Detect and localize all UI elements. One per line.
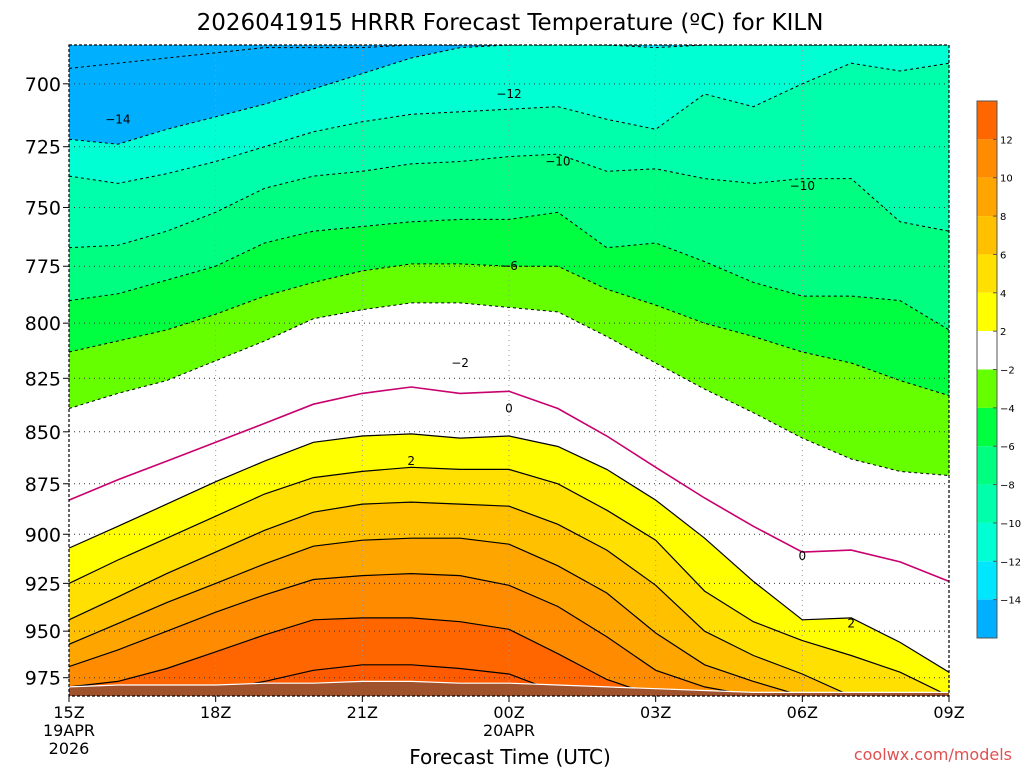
y-tick-label: 850	[25, 422, 61, 444]
colorbar-tick-label: 12	[1000, 135, 1013, 146]
colorbar-swatch	[977, 139, 997, 178]
isotherm-line-m6	[69, 211, 949, 331]
x-tick-label: 03Z	[640, 703, 671, 722]
isotherm-label: 0	[505, 401, 513, 415]
chart-title: 2026041915 HRRR Forecast Temperature (ºC…	[197, 10, 824, 36]
ground-surface-edge	[69, 680, 949, 693]
isotherm-label: −10	[790, 179, 815, 193]
colorbar-tick-label: −6	[1000, 442, 1015, 453]
colorbar-tick-label: −14	[1000, 596, 1021, 607]
colorbar-swatch	[977, 484, 997, 523]
colorbar-tick-label: −2	[1000, 366, 1015, 377]
colorbar-tick-label: 2	[1000, 327, 1006, 338]
colorbar-swatch	[977, 407, 997, 447]
colorbar-swatch	[977, 599, 997, 638]
credit-text: coolwx.com/models	[854, 745, 1012, 764]
colorbar-tick-label: 8	[1000, 212, 1006, 223]
colorbar-swatch	[977, 561, 997, 600]
isotherm-line-8	[69, 537, 949, 696]
y-tick-label: 725	[25, 137, 61, 159]
y-tick-label: 925	[25, 573, 61, 595]
isotherm-line-6	[69, 501, 949, 696]
colorbar-swatch	[977, 331, 997, 370]
colorbar-tick-label: −4	[1000, 404, 1015, 415]
colorbar-tick-label: 10	[1000, 174, 1013, 185]
x-tick-sublabel: 2026	[49, 739, 90, 758]
colorbar-swatch	[977, 254, 997, 293]
colorbar-tick-label: −8	[1000, 481, 1015, 492]
colorbar-swatch	[977, 369, 997, 408]
x-tick-label: 15Z	[53, 703, 84, 722]
x-tick-label: 00Z	[493, 703, 524, 722]
isotherm-line-m10	[69, 62, 949, 184]
colorbar-swatch	[977, 216, 997, 255]
isotherm-label: −12	[496, 87, 521, 101]
y-tick-label: 700	[25, 74, 61, 96]
x-axis-label: Forecast Time (UTC)	[409, 745, 611, 768]
y-tick-label: 825	[25, 368, 61, 390]
x-tick-label: 06Z	[787, 703, 818, 722]
y-tick-label: 875	[25, 474, 61, 496]
colorbar-swatch	[977, 177, 997, 217]
x-tick-label: 18Z	[200, 703, 231, 722]
y-tick-label: 950	[25, 621, 61, 643]
isotherm-label: −10	[545, 154, 570, 168]
isotherm-line-0	[69, 386, 949, 583]
colorbar-tick-label: −12	[1000, 557, 1021, 568]
isotherm-line-m8	[69, 153, 949, 249]
y-tick-label: 750	[25, 197, 61, 219]
isotherm-line-12	[69, 617, 949, 696]
colorbar-swatch	[977, 101, 997, 140]
colorbar-swatch	[977, 292, 997, 332]
isotherm-label: −6	[500, 259, 518, 273]
colorbar-tick-label: −10	[1000, 519, 1021, 530]
isotherm-label: 0	[799, 549, 807, 563]
y-tick-label: 900	[25, 524, 61, 546]
x-tick-sublabel: 20APR	[483, 721, 535, 740]
isotherm-line-10	[69, 572, 949, 696]
isotherm-label: −2	[451, 356, 469, 370]
isotherm-line-4	[69, 466, 949, 696]
colorbar-swatch	[977, 446, 997, 485]
isotherm-line-2	[69, 433, 949, 673]
ground-surface	[69, 681, 949, 696]
isotherm-line-m4	[69, 263, 949, 397]
isotherm-line-m2	[69, 302, 949, 476]
x-tick-label: 21Z	[347, 703, 378, 722]
colorbar-tick-label: 4	[1000, 289, 1006, 300]
band-fill-m16-to-m14	[69, 45, 949, 145]
isotherm-label: −14	[105, 112, 130, 126]
x-tick-label: 09Z	[933, 703, 964, 722]
isotherm-label: 2	[407, 454, 415, 468]
isotherm-line-m14	[69, 45, 949, 145]
y-tick-label: 775	[25, 256, 61, 278]
y-tick-label: 975	[25, 668, 61, 690]
colorbar-tick-label: 6	[1000, 250, 1006, 261]
colorbar-swatch	[977, 522, 997, 562]
isotherm-label: 2	[847, 617, 855, 631]
x-tick-sublabel: 19APR	[43, 721, 95, 740]
y-tick-label: 800	[25, 313, 61, 335]
